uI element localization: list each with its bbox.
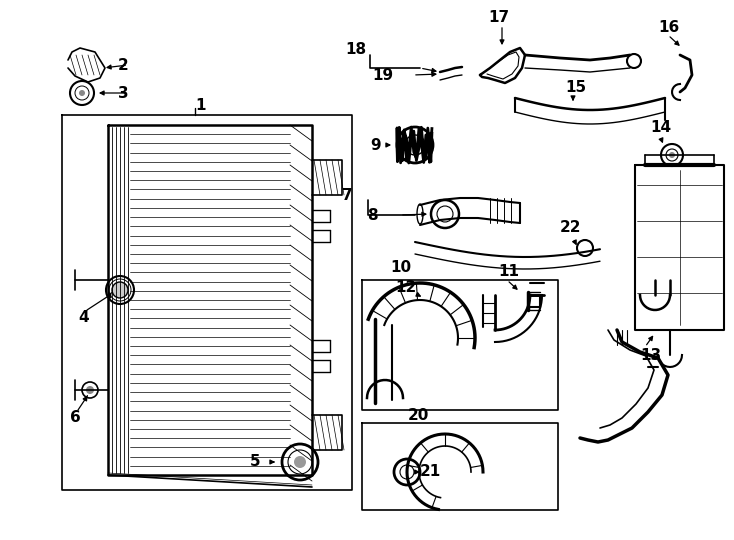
Text: 5: 5 bbox=[250, 455, 261, 469]
Text: 4: 4 bbox=[78, 310, 89, 326]
Text: 7: 7 bbox=[342, 188, 352, 204]
Text: 2: 2 bbox=[118, 57, 128, 72]
Text: 8: 8 bbox=[367, 207, 377, 222]
Text: 1: 1 bbox=[195, 98, 206, 112]
Text: 19: 19 bbox=[372, 68, 393, 83]
Text: 15: 15 bbox=[565, 80, 586, 96]
Circle shape bbox=[294, 456, 306, 468]
Text: 11: 11 bbox=[498, 265, 519, 280]
Text: 22: 22 bbox=[560, 220, 581, 235]
Text: 9: 9 bbox=[370, 138, 381, 152]
Circle shape bbox=[79, 90, 85, 96]
Text: 17: 17 bbox=[488, 10, 509, 25]
Circle shape bbox=[112, 282, 128, 298]
Text: 13: 13 bbox=[640, 348, 661, 362]
Text: 14: 14 bbox=[650, 120, 671, 136]
Text: 6: 6 bbox=[70, 410, 81, 426]
Text: 16: 16 bbox=[658, 21, 679, 36]
Text: 12: 12 bbox=[395, 280, 416, 295]
Text: 21: 21 bbox=[420, 464, 441, 480]
Text: 10: 10 bbox=[390, 260, 411, 275]
Text: 20: 20 bbox=[408, 408, 429, 423]
Text: 18: 18 bbox=[345, 43, 366, 57]
Circle shape bbox=[86, 386, 94, 394]
Circle shape bbox=[669, 152, 675, 158]
Text: 3: 3 bbox=[118, 85, 128, 100]
